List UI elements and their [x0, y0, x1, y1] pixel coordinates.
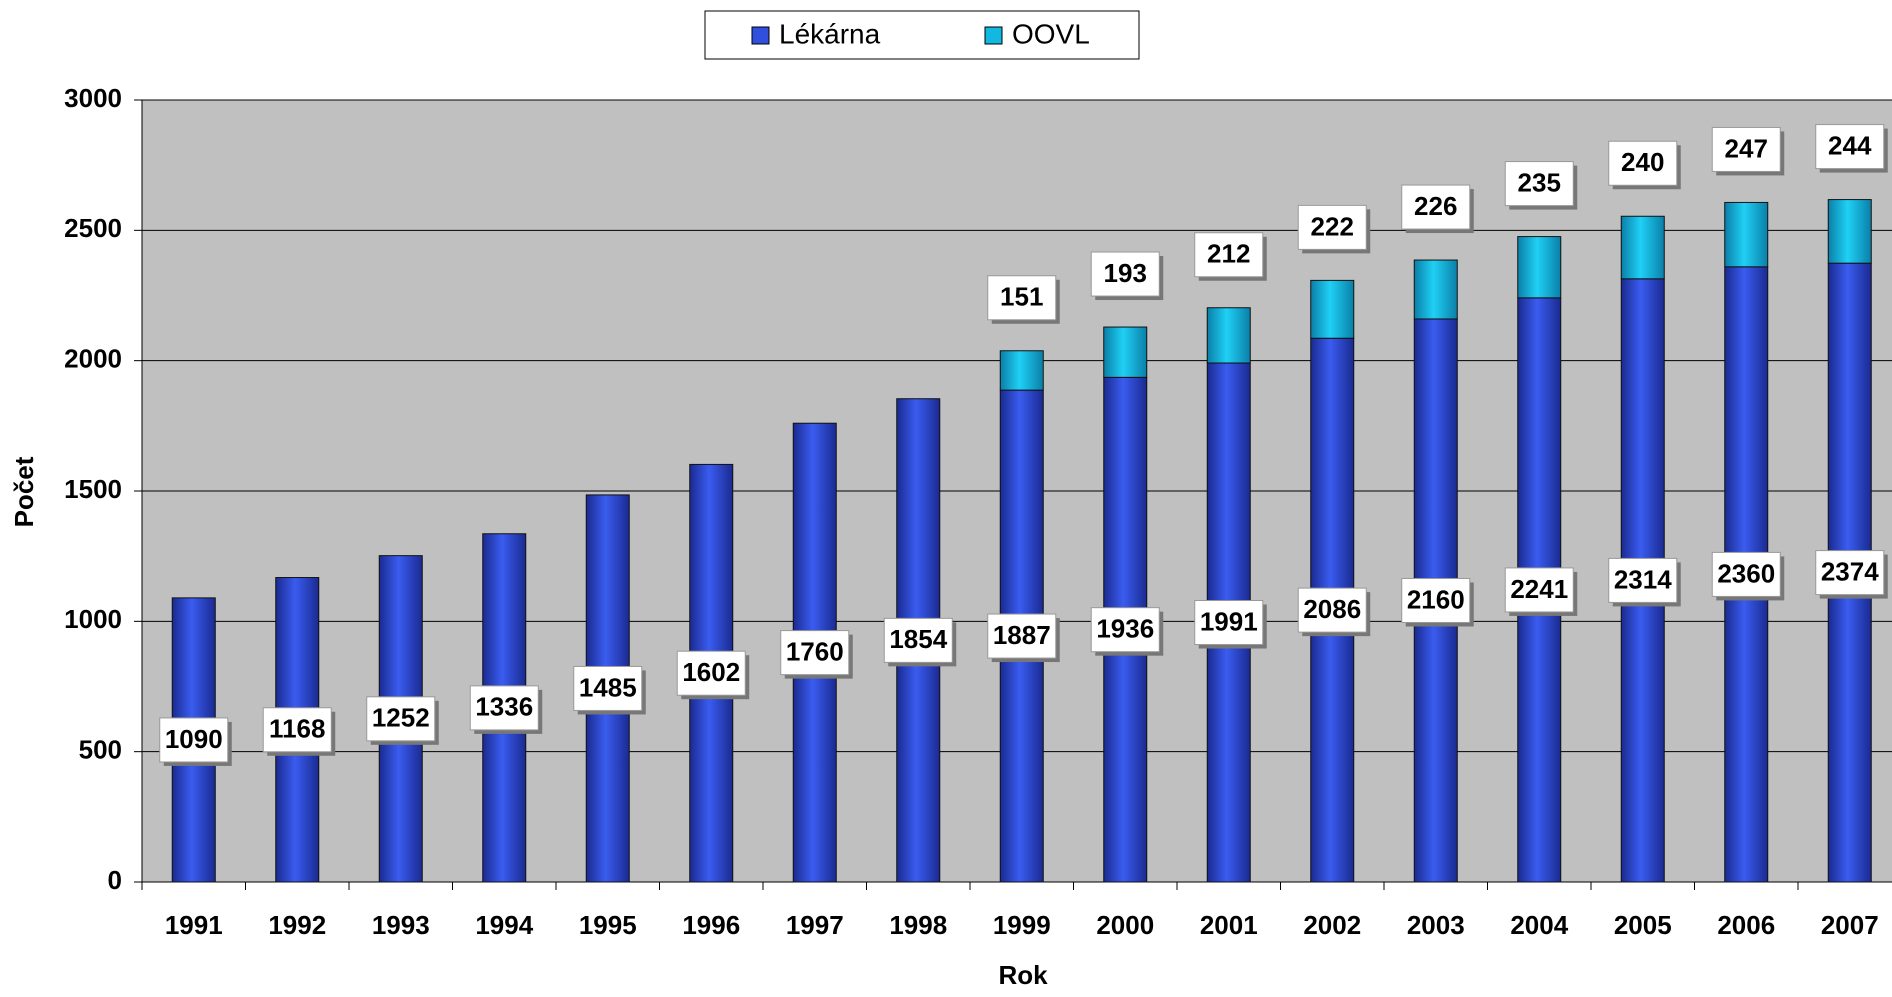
label-box	[262, 707, 332, 753]
label-box	[1401, 577, 1471, 623]
data-label: 1252	[372, 703, 430, 733]
bar	[1620, 215, 1665, 280]
legend-box	[704, 10, 1140, 60]
bar	[1206, 307, 1251, 364]
label-box	[469, 685, 539, 731]
data-label: 247	[1725, 133, 1768, 163]
data-label: 2360	[1717, 558, 1775, 588]
x-tick-label: 1999	[993, 910, 1051, 940]
bar	[1413, 259, 1458, 320]
x-tick-label: 1998	[889, 910, 947, 940]
x-tick-label: 1993	[372, 910, 430, 940]
data-label: 244	[1828, 130, 1872, 160]
x-tick-label: 1995	[579, 910, 637, 940]
data-label: 1168	[269, 714, 325, 744]
y-tick-label: 3000	[64, 83, 122, 113]
data-label: 226	[1414, 191, 1457, 221]
legend-swatch	[984, 26, 1003, 45]
x-tick-label: 2002	[1303, 910, 1361, 940]
x-tick-label: 2004	[1510, 910, 1568, 940]
data-label: 2160	[1407, 584, 1465, 614]
data-label: 1485	[579, 672, 637, 702]
bar	[1724, 201, 1769, 268]
data-label: 1936	[1096, 614, 1154, 644]
label-box	[676, 650, 746, 696]
legend-label: OOVL	[1012, 18, 1090, 49]
label-box	[1194, 232, 1264, 278]
data-label: 1090	[165, 724, 223, 754]
data-label: 151	[1000, 282, 1043, 312]
x-tick-label: 1994	[475, 910, 533, 940]
data-label: 1602	[682, 657, 740, 687]
y-tick-label: 1500	[64, 474, 122, 504]
legend-label: Lékárna	[779, 18, 881, 49]
data-label: 1760	[786, 636, 844, 666]
data-label: 1887	[993, 620, 1051, 650]
y-tick-label: 500	[79, 735, 122, 765]
label-box	[1401, 184, 1471, 230]
label-box	[1504, 567, 1574, 613]
x-tick-label: 2007	[1821, 910, 1879, 940]
x-tick-label: 1992	[268, 910, 326, 940]
label-box	[1711, 551, 1781, 597]
data-label: 240	[1621, 147, 1664, 177]
label-box	[987, 613, 1057, 659]
label-box	[1815, 124, 1885, 170]
y-tick-label: 0	[108, 865, 122, 895]
data-label: 1336	[475, 692, 533, 722]
x-tick-label: 1996	[682, 910, 740, 940]
label-box	[780, 630, 850, 676]
x-tick-label: 2000	[1096, 910, 1154, 940]
label-box	[1608, 557, 1678, 603]
label-box	[1711, 126, 1781, 172]
x-tick-label: 2005	[1614, 910, 1672, 940]
label-box	[883, 617, 953, 663]
data-label: 222	[1311, 211, 1354, 241]
data-label: 1991	[1200, 606, 1258, 636]
bar	[1517, 236, 1562, 299]
label-box	[1297, 204, 1367, 250]
data-label: 1854	[889, 624, 947, 654]
label-box	[159, 717, 229, 763]
y-tick-label: 2000	[64, 344, 122, 374]
data-label: 2241	[1510, 574, 1568, 604]
label-box	[1815, 550, 1885, 596]
data-label: 2314	[1614, 564, 1672, 594]
label-box	[987, 275, 1057, 321]
label-box	[573, 665, 643, 711]
x-tick-label: 1991	[165, 910, 223, 940]
data-label: 2086	[1303, 594, 1361, 624]
x-axis-label: Rok	[998, 960, 1048, 990]
bar	[1310, 279, 1355, 339]
bar	[1103, 326, 1148, 378]
label-box	[1504, 161, 1574, 207]
label-box	[1608, 140, 1678, 186]
data-label: 235	[1518, 167, 1561, 197]
x-tick-label: 1997	[786, 910, 844, 940]
x-tick-label: 2006	[1717, 910, 1775, 940]
label-box	[366, 696, 436, 742]
label-box	[1090, 607, 1160, 653]
bar	[999, 350, 1044, 391]
data-label: 212	[1207, 239, 1250, 269]
x-tick-label: 2001	[1200, 910, 1258, 940]
y-tick-label: 1000	[64, 604, 122, 634]
bar	[1827, 199, 1872, 264]
y-axis-label: Počet	[9, 456, 39, 527]
y-tick-label: 2500	[64, 213, 122, 243]
x-tick-label: 2003	[1407, 910, 1465, 940]
label-box	[1090, 251, 1160, 297]
legend-swatch	[751, 26, 770, 45]
data-label: 2374	[1821, 556, 1879, 586]
label-box	[1297, 587, 1367, 633]
label-box	[1194, 600, 1264, 646]
data-label: 193	[1104, 258, 1147, 288]
